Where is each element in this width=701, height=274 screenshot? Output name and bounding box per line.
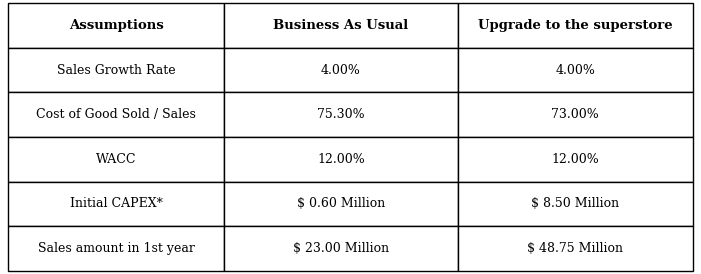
Bar [224, 182, 458, 226]
Text: WACC: WACC [96, 153, 137, 166]
Text: Initial CAPEX*: Initial CAPEX* [69, 197, 163, 210]
Text: $ 48.75 Million: $ 48.75 Million [527, 242, 623, 255]
Text: Business As Usual: Business As Usual [273, 19, 409, 32]
Bar [224, 92, 458, 137]
Bar [458, 226, 693, 271]
Text: 4.00%: 4.00% [555, 64, 595, 77]
Bar [458, 3, 693, 48]
Bar [224, 137, 458, 182]
Text: $ 23.00 Million: $ 23.00 Million [293, 242, 389, 255]
Bar [224, 226, 458, 271]
Bar [458, 92, 693, 137]
Text: 75.30%: 75.30% [317, 108, 365, 121]
Bar [224, 48, 458, 92]
Bar [8, 137, 224, 182]
Bar [458, 137, 693, 182]
Bar [8, 226, 224, 271]
Text: $ 8.50 Million: $ 8.50 Million [531, 197, 619, 210]
Text: 73.00%: 73.00% [552, 108, 599, 121]
Text: Sales amount in 1st year: Sales amount in 1st year [38, 242, 195, 255]
Bar [8, 92, 224, 137]
Text: Sales Growth Rate: Sales Growth Rate [57, 64, 175, 77]
Bar [8, 3, 224, 48]
Bar [458, 182, 693, 226]
Text: $ 0.60 Million: $ 0.60 Million [297, 197, 385, 210]
Text: Assumptions: Assumptions [69, 19, 163, 32]
Bar [8, 182, 224, 226]
Text: 12.00%: 12.00% [317, 153, 365, 166]
Text: Cost of Good Sold / Sales: Cost of Good Sold / Sales [36, 108, 196, 121]
Bar [8, 48, 224, 92]
Bar [458, 48, 693, 92]
Bar [224, 3, 458, 48]
Text: 4.00%: 4.00% [321, 64, 361, 77]
Text: 12.00%: 12.00% [552, 153, 599, 166]
Text: Upgrade to the superstore: Upgrade to the superstore [478, 19, 672, 32]
